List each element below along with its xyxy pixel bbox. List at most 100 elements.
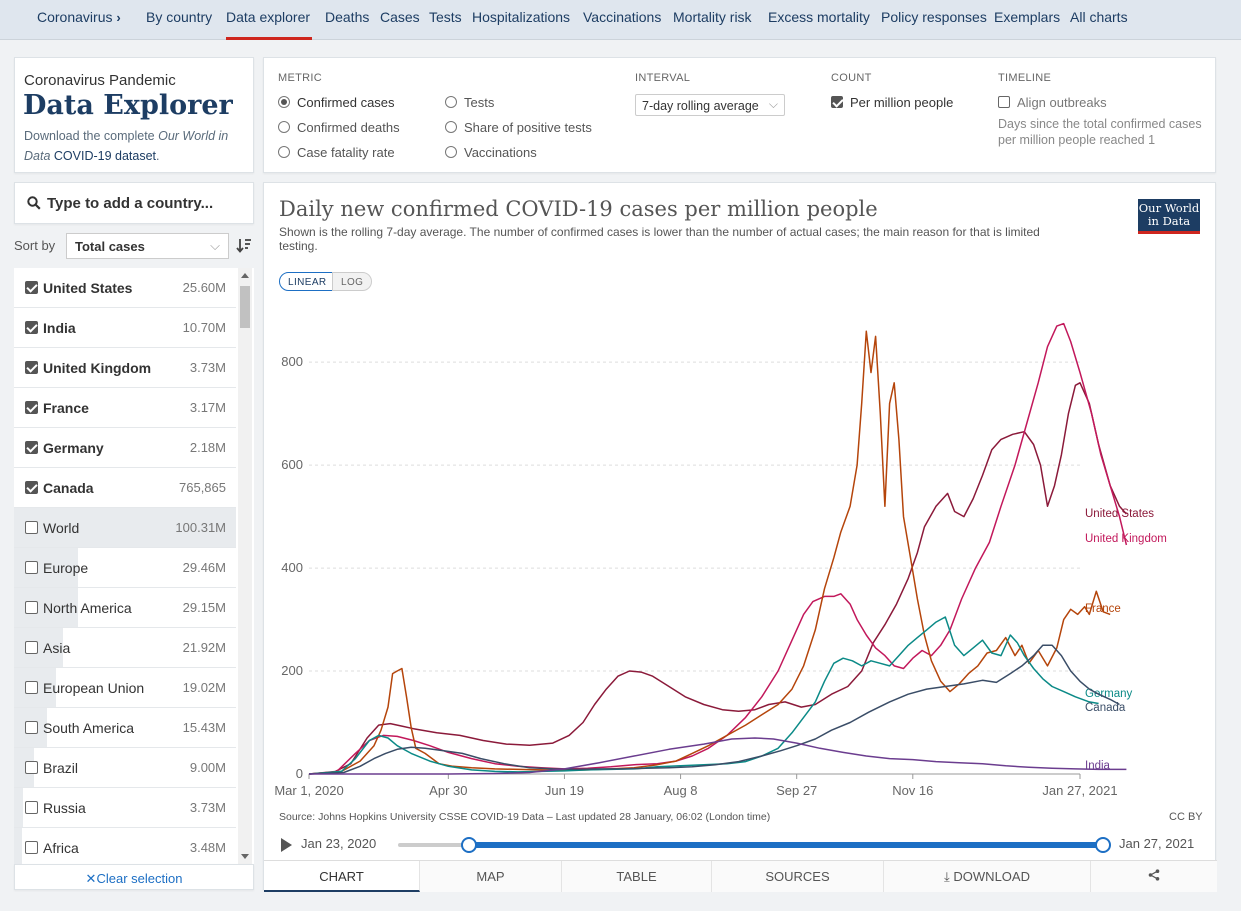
tab-chart[interactable]: CHART bbox=[264, 861, 420, 892]
country-checkbox[interactable] bbox=[25, 321, 38, 334]
tab-sources[interactable]: SOURCES bbox=[712, 861, 884, 892]
country-checkbox[interactable] bbox=[25, 521, 38, 534]
timeline-start-handle[interactable] bbox=[461, 837, 477, 853]
nav-item-all-charts[interactable]: All charts bbox=[1070, 9, 1128, 25]
tab-map[interactable]: MAP bbox=[420, 861, 562, 892]
country-row[interactable]: Asia 21.92M bbox=[14, 628, 236, 668]
share-button[interactable] bbox=[1091, 861, 1217, 892]
series-line-france[interactable] bbox=[308, 330, 1111, 775]
country-row[interactable]: North America 29.15M bbox=[14, 588, 236, 628]
x-tick-label: Jan 27, 2021 bbox=[1042, 783, 1117, 798]
owid-logo[interactable]: Our World in Data bbox=[1138, 199, 1200, 234]
series-label[interactable]: United States bbox=[1085, 508, 1154, 520]
country-checkbox[interactable] bbox=[25, 841, 38, 854]
radio-vaccinations[interactable]: Vaccinations bbox=[445, 145, 537, 160]
country-row[interactable]: United Kingdom 3.73M bbox=[14, 348, 236, 388]
chart-source: Source: Johns Hopkins University CSSE CO… bbox=[279, 811, 771, 823]
radio-confirmed-deaths[interactable]: Confirmed deaths bbox=[278, 120, 400, 135]
series-line-germany[interactable] bbox=[308, 616, 1099, 775]
timeline-range[interactable] bbox=[470, 842, 1104, 848]
series-line-canada[interactable] bbox=[308, 644, 1120, 775]
nav-item-exemplars[interactable]: Exemplars bbox=[994, 9, 1061, 25]
series-line-united-states[interactable] bbox=[308, 382, 1127, 775]
y-tick-label: 200 bbox=[281, 663, 303, 678]
country-checkbox[interactable] bbox=[25, 401, 38, 414]
series-line-united-kingdom[interactable] bbox=[308, 322, 1128, 775]
country-row[interactable]: European Union 19.02M bbox=[14, 668, 236, 708]
play-icon[interactable] bbox=[281, 838, 292, 852]
country-checkbox[interactable] bbox=[25, 481, 38, 494]
nav-item-hospitalizations[interactable]: Hospitalizations bbox=[472, 9, 571, 25]
sort-order-icon[interactable] bbox=[236, 237, 252, 253]
radio-case-fatality-rate[interactable]: Case fatality rate bbox=[278, 145, 395, 160]
nav-item-policy-responses[interactable]: Policy responses bbox=[881, 9, 987, 25]
chart-tabs: CHART MAP TABLE SOURCES ⤓ DOWNLOAD bbox=[264, 860, 1217, 892]
radio-tests[interactable]: Tests bbox=[445, 95, 494, 110]
nav-item-mortality-risk[interactable]: Mortality risk bbox=[673, 9, 752, 25]
series-label[interactable]: India bbox=[1085, 760, 1111, 772]
country-checkbox[interactable] bbox=[25, 801, 38, 814]
nav-item-by-country[interactable]: By country bbox=[146, 9, 213, 25]
radio-confirmed-cases[interactable]: Confirmed cases bbox=[278, 95, 395, 110]
country-row[interactable]: South America 15.43M bbox=[14, 708, 236, 748]
country-row[interactable]: Canada 765,865 bbox=[14, 468, 236, 508]
explorer-subtitle: Coronavirus Pandemic bbox=[24, 72, 176, 89]
tab-table[interactable]: TABLE bbox=[562, 861, 712, 892]
nav-item-deaths[interactable]: Deaths bbox=[325, 9, 370, 25]
sort-select[interactable]: Total cases ⌵ bbox=[66, 233, 229, 259]
country-row[interactable]: Russia 3.73M bbox=[14, 788, 236, 828]
country-name: World bbox=[43, 520, 80, 536]
timeline-end-handle[interactable] bbox=[1095, 837, 1111, 853]
country-checkbox[interactable] bbox=[25, 681, 38, 694]
top-navigation: Coronavirus › By country Data explorer D… bbox=[0, 0, 1241, 40]
nav-item-vaccinations[interactable]: Vaccinations bbox=[583, 9, 662, 25]
license-link[interactable]: CC BY bbox=[1169, 811, 1203, 823]
tab-download[interactable]: ⤓ DOWNLOAD bbox=[884, 861, 1091, 892]
country-row[interactable]: Africa 3.48M bbox=[14, 828, 236, 864]
series-label[interactable]: United Kingdom bbox=[1085, 533, 1167, 545]
country-row[interactable]: Germany 2.18M bbox=[14, 428, 236, 468]
country-row[interactable]: France 3.17M bbox=[14, 388, 236, 428]
country-list-scrollbar[interactable] bbox=[238, 268, 252, 864]
country-checkbox[interactable] bbox=[25, 641, 38, 654]
country-checkbox[interactable] bbox=[25, 281, 38, 294]
scroll-up-icon[interactable] bbox=[241, 273, 249, 278]
checkbox-per-million[interactable]: Per million people bbox=[831, 95, 953, 110]
country-checkbox[interactable] bbox=[25, 761, 38, 774]
series-label[interactable]: France bbox=[1085, 603, 1121, 615]
country-checkbox[interactable] bbox=[25, 441, 38, 454]
clear-selection-button[interactable]: ✕Clear selection bbox=[14, 864, 254, 890]
radio-label: Case fatality rate bbox=[297, 145, 395, 160]
scroll-thumb[interactable] bbox=[240, 286, 250, 328]
interval-select[interactable]: 7-day rolling average ⌵ bbox=[635, 94, 785, 116]
series-label[interactable]: Canada bbox=[1085, 702, 1126, 714]
country-row[interactable]: India 10.70M bbox=[14, 308, 236, 348]
x-tick-label: Nov 16 bbox=[892, 783, 933, 798]
chevron-down-icon: ⌵ bbox=[768, 97, 778, 111]
scale-log-button[interactable]: LOG bbox=[332, 272, 373, 291]
country-row[interactable]: Brazil 9.00M bbox=[14, 748, 236, 788]
country-total: 19.02M bbox=[182, 680, 226, 695]
country-name: Europe bbox=[43, 560, 89, 576]
scroll-down-icon[interactable] bbox=[241, 854, 249, 859]
nav-item-cases[interactable]: Cases bbox=[380, 9, 420, 25]
country-row[interactable]: World 100.31M bbox=[14, 508, 236, 548]
country-total-bar bbox=[14, 748, 34, 787]
dataset-download-link[interactable]: COVID-19 dataset bbox=[53, 149, 157, 163]
nav-item-data-explorer[interactable]: Data explorer bbox=[226, 9, 311, 25]
series-label[interactable]: Germany bbox=[1085, 688, 1133, 700]
country-row[interactable]: Europe 29.46M bbox=[14, 548, 236, 588]
country-checkbox[interactable] bbox=[25, 601, 38, 614]
nav-item-excess-mortality[interactable]: Excess mortality bbox=[768, 9, 870, 25]
checkbox-align-outbreaks[interactable]: Align outbreaks bbox=[998, 95, 1107, 110]
country-checkbox[interactable] bbox=[25, 721, 38, 734]
country-row[interactable]: United States 25.60M bbox=[14, 268, 236, 308]
series-line-india[interactable] bbox=[309, 737, 1127, 775]
country-checkbox[interactable] bbox=[25, 561, 38, 574]
country-search-input[interactable]: Type to add a country... bbox=[14, 182, 254, 224]
nav-brand-coronavirus[interactable]: Coronavirus › bbox=[37, 9, 121, 25]
nav-item-tests[interactable]: Tests bbox=[429, 9, 462, 25]
country-checkbox[interactable] bbox=[25, 361, 38, 374]
country-total: 29.46M bbox=[182, 560, 226, 575]
radio-share-positive-tests[interactable]: Share of positive tests bbox=[445, 120, 592, 135]
